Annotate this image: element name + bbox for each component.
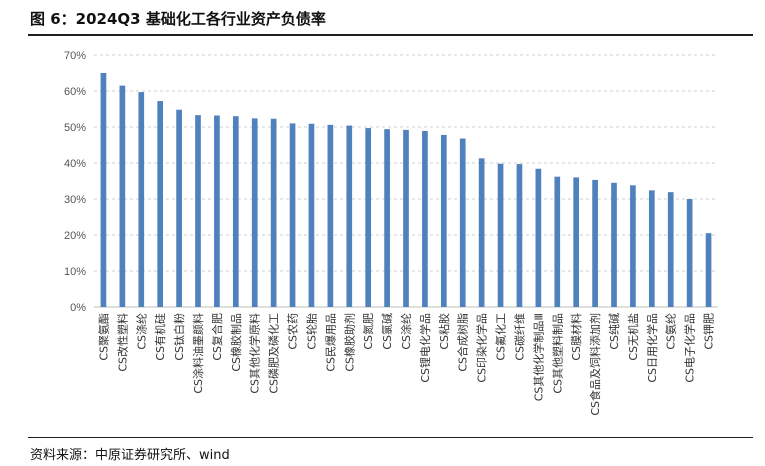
bar (705, 233, 712, 307)
bar (327, 124, 334, 307)
y-tick-label: 30% (64, 194, 86, 206)
bar (308, 123, 315, 307)
bar (289, 123, 296, 308)
chart-title: 图 6：2024Q3 基础化工各行业资产负债率 (30, 10, 326, 28)
x-tick-label: CS纯碱 (608, 313, 621, 350)
bar (440, 134, 447, 307)
x-tick-label: CS聚氨酯 (97, 313, 110, 361)
bar (100, 73, 107, 307)
bar (232, 116, 239, 307)
source-divider (28, 437, 753, 438)
bar (214, 115, 220, 307)
x-tick-label: CS涂纶 (399, 313, 413, 350)
x-tick-label: CS氯碱 (380, 313, 394, 350)
x-tick-label: CS日用化学品 (645, 313, 659, 383)
bar (497, 163, 504, 307)
y-tick-label: 10% (64, 266, 86, 278)
x-tick-label: CS合成树脂 (456, 313, 470, 372)
bar (403, 129, 409, 307)
bar (630, 185, 636, 307)
x-tick-label: CS橡胶助剂 (342, 313, 356, 372)
x-tick-label: CS无机盐 (626, 313, 640, 361)
bar (270, 118, 277, 307)
bar (516, 164, 523, 307)
y-tick-label: 60% (64, 86, 86, 98)
x-tick-label: CS氨纶 (664, 313, 678, 350)
bar (157, 101, 164, 307)
bar (478, 158, 485, 307)
bar (346, 125, 353, 307)
bar (251, 118, 258, 307)
x-tick-label: CS电子化学品 (683, 313, 697, 383)
y-tick-label: 0% (70, 302, 86, 314)
bar (195, 115, 201, 308)
title-divider (28, 34, 753, 36)
bar (422, 130, 428, 307)
x-tick-label: CS膜材料 (569, 313, 583, 361)
bar (648, 190, 655, 307)
bar (573, 177, 580, 307)
x-tick-label: CS橡胶制品 (229, 313, 243, 372)
x-tick-label: CS印染化学品 (475, 313, 489, 383)
bar (365, 128, 372, 307)
y-tick-label: 40% (64, 158, 86, 170)
bar (119, 85, 126, 307)
y-tick-label: 50% (64, 122, 86, 134)
x-tick-label: CS锂电化学品 (418, 313, 432, 383)
x-tick-label: CS轮胎 (304, 313, 318, 350)
bar (176, 109, 182, 307)
x-tick-label: CS涂料油墨颜料 (191, 313, 205, 394)
bar (592, 179, 598, 307)
x-tick-label: CS涤纶 (134, 313, 148, 350)
x-tick-label: CS民爆用品 (323, 313, 337, 372)
x-tick-label: CS复合肥 (210, 313, 224, 361)
x-tick-label: CS磷肥及磷化工 (267, 313, 281, 394)
x-tick-label: CS其他塑料制品 (550, 313, 564, 394)
x-tick-label: CS食品及饲料添加剂 (588, 313, 602, 416)
x-tick-label: CS其他化学制品Ⅲ (531, 313, 545, 401)
bar (554, 176, 561, 307)
x-tick-label: CS钾肥 (702, 313, 716, 350)
x-tick-label: CS氮肥 (361, 313, 375, 350)
y-axis-tick-labels: 0% 10% 20% 30% 40% 50% 60% 70% (64, 50, 86, 314)
x-tick-label: CS氟化工 (494, 313, 508, 361)
bar (459, 138, 466, 307)
bar-chart: 0%10%20%30%40%50%60%70% CS聚氨酯 CS改性塑料 CS涤纶 C… (64, 50, 718, 416)
bar (138, 92, 145, 307)
x-tick-label: CS其他化学原料 (248, 313, 262, 394)
x-tick-label: CS粘胶 (437, 313, 451, 350)
y-tick-label: 20% (64, 230, 86, 242)
bar (384, 129, 390, 307)
bar (686, 199, 693, 307)
bars (100, 73, 712, 308)
x-tick-label: CS碳纤维 (512, 313, 526, 361)
bar (611, 182, 617, 307)
source-note: 资料来源：中原证券研究所、wind (30, 448, 230, 463)
x-tick-label: CS钛白粉 (172, 313, 186, 361)
bar (667, 192, 674, 307)
y-tick-label: 70% (64, 50, 86, 62)
x-tick-label: CS有机硅 (153, 313, 167, 361)
bar (535, 168, 542, 307)
x-tick-label: CS农药 (286, 313, 300, 350)
x-tick-label: CS改性塑料 (115, 313, 129, 372)
x-axis-tick-labels: CS聚氨酯 CS改性塑料 CS涤纶 CS有机硅 CS钛白粉 CS涂料油墨颜料 CS复合肥 CS… (97, 313, 715, 416)
